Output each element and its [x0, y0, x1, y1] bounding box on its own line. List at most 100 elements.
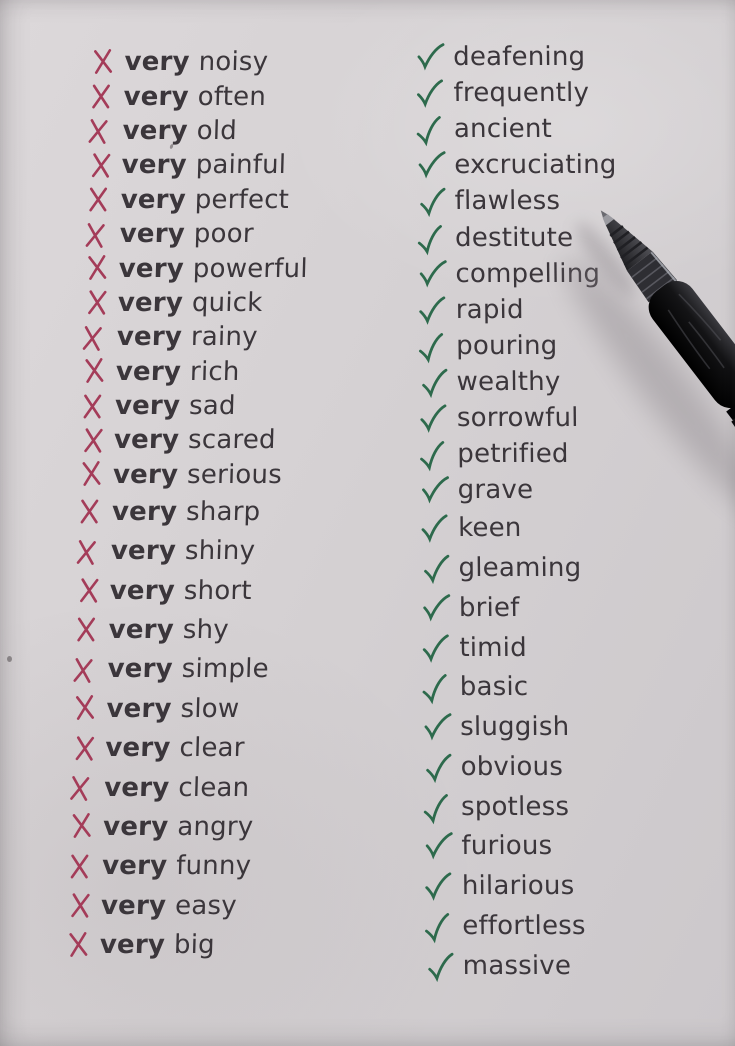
very-word: very	[116, 322, 183, 353]
replacement-row: wealthy	[417, 364, 619, 400]
wrong-adjective: angry	[176, 811, 254, 842]
wrong-adjective: clean	[177, 772, 250, 803]
wrong-phrase-row: very big	[64, 925, 289, 964]
check-mark-icon	[417, 43, 445, 71]
very-word: very	[109, 575, 176, 606]
wrong-adjective: rainy	[190, 322, 259, 353]
check-mark-icon	[416, 116, 441, 147]
x-mark-icon	[77, 617, 96, 642]
replacement-row: frequently	[414, 75, 616, 111]
wrong-phrase-row: very scared	[78, 423, 303, 457]
replacement-row: furious	[422, 827, 624, 867]
check-mark-icon	[418, 151, 446, 179]
replacement-word: spotless	[460, 791, 570, 822]
replacement-word: furious	[461, 831, 553, 862]
replacement-row: brief	[420, 588, 622, 628]
wrong-adjective: easy	[174, 890, 238, 921]
replacement-word: massive	[462, 950, 572, 981]
x-mark-icon	[88, 255, 107, 280]
x-mark-icon	[82, 325, 102, 351]
replacement-word: deafening	[453, 42, 586, 73]
replacement-row: ancient	[415, 111, 617, 147]
replacement-word: sluggish	[460, 712, 570, 743]
check-mark-icon	[419, 259, 447, 288]
wrong-phrase-row: very sad	[79, 389, 304, 423]
replacement-word: effortless	[462, 911, 586, 942]
wrong-phrase-row: very old	[87, 114, 312, 148]
very-word: very	[112, 459, 179, 490]
x-mark-icon	[70, 776, 90, 801]
x-mark-icon	[76, 539, 96, 565]
very-word: very	[110, 536, 177, 567]
wrong-adjective: powerful	[192, 253, 309, 284]
check-mark-icon	[419, 332, 444, 364]
replacement-row: destitute	[416, 219, 618, 255]
wrong-phrase-row: very angry	[68, 807, 293, 846]
replacement-row: deafening	[414, 39, 616, 75]
x-mark-icon	[89, 187, 108, 212]
very-word: very	[102, 811, 169, 842]
very-word: very	[113, 425, 180, 456]
check-mark-icon	[424, 554, 450, 585]
replacement-word: brief	[458, 592, 520, 623]
replacement-word: petrified	[457, 439, 569, 470]
replacement-row: hilarious	[423, 866, 625, 906]
replacement-row: grave	[419, 472, 621, 508]
replacement-word: pouring	[456, 330, 558, 361]
wrong-adjective: noisy	[198, 47, 269, 78]
very-word: very	[115, 356, 182, 387]
replacement-row: gleaming	[419, 548, 621, 588]
wrong-adjective: poor	[193, 219, 255, 250]
check-mark-icon	[426, 753, 452, 783]
replacement-row: pouring	[417, 328, 619, 364]
wrong-adjective: funny	[175, 851, 252, 882]
wrong-adjective: slow	[180, 693, 240, 724]
replacement-word: ancient	[453, 114, 553, 145]
very-word: very	[123, 81, 190, 112]
wrong-phrase-row: very simple	[72, 650, 297, 689]
x-mark-icon	[70, 854, 89, 879]
x-mark-icon	[72, 813, 91, 839]
replacement-word: keen	[457, 513, 522, 544]
check-mark-icon	[422, 368, 448, 398]
replacement-word: gleaming	[458, 552, 582, 583]
replacement-word: timid	[459, 632, 528, 663]
very-word: very	[124, 47, 191, 78]
wrong-phrase-row: very funny	[67, 847, 292, 886]
check-mark-icon	[420, 404, 447, 433]
wrong-phrase-row: very perfect	[85, 183, 310, 217]
wrong-phrase-row: very rich	[80, 355, 305, 389]
replacement-row: keen	[419, 508, 621, 548]
x-mark-icon	[80, 578, 99, 603]
replacement-row: basic	[421, 667, 623, 707]
wrong-adjective: often	[197, 81, 267, 112]
replacement-row: compelling	[416, 256, 618, 292]
replacement-word: compelling	[455, 258, 601, 289]
x-mark-icon	[69, 931, 88, 957]
wrong-phrase-row: very powerful	[83, 251, 308, 285]
very-word: very	[106, 693, 173, 724]
wrong-adjective: simple	[181, 654, 270, 685]
x-mark-icon	[73, 657, 93, 683]
wrong-adjective: rich	[189, 356, 240, 387]
check-mark-icon	[417, 224, 442, 255]
wrong-phrase-row: very clear	[70, 728, 295, 767]
x-mark-icon	[84, 428, 103, 453]
wrong-phrase-row: very quick	[82, 286, 307, 320]
x-mark-icon	[75, 695, 94, 721]
wrong-adjective: old	[196, 115, 238, 146]
replacement-row: spotless	[422, 787, 624, 827]
x-mark-icon	[75, 735, 95, 761]
x-mark-icon	[88, 119, 108, 145]
replacement-word: hilarious	[461, 871, 575, 902]
check-mark-icon	[425, 872, 452, 902]
wrong-phrase-row: very shy	[73, 610, 298, 649]
wrong-phrase-row: very easy	[65, 886, 290, 925]
replacement-row: rapid	[417, 292, 619, 328]
check-mark-icon	[420, 188, 446, 218]
x-mark-icon	[80, 499, 99, 524]
wrong-adjective: short	[183, 575, 253, 606]
replacement-row: excruciating	[415, 147, 617, 183]
replacement-word: basic	[459, 672, 529, 703]
